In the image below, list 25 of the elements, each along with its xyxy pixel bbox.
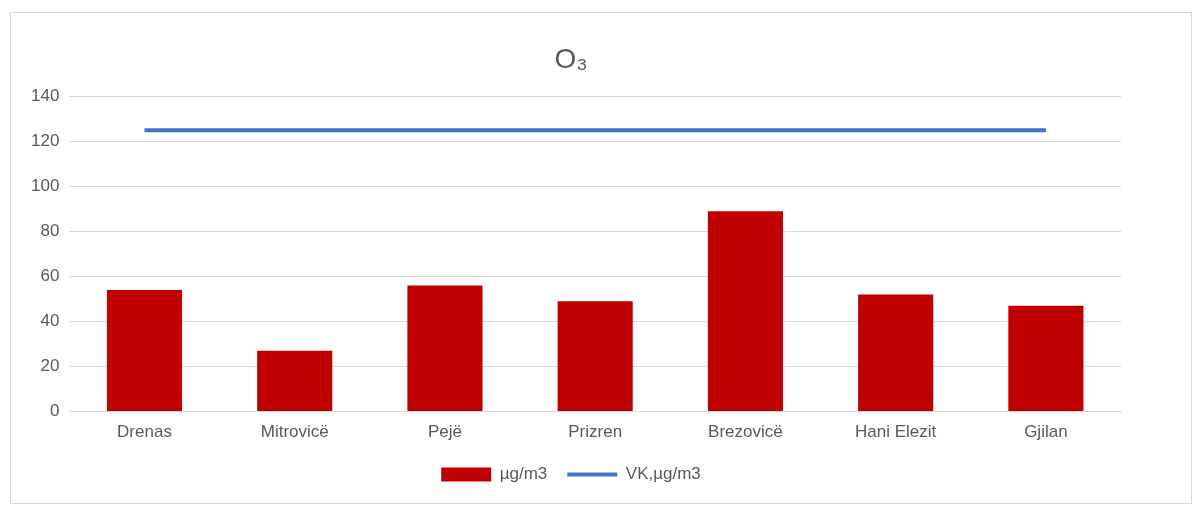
bar	[106, 290, 183, 412]
bar	[1008, 305, 1084, 412]
chart-title: O₃	[554, 42, 588, 74]
bar	[707, 211, 783, 412]
y-tick-label: 80	[40, 221, 60, 241]
x-tick-label: Brezovicë	[708, 422, 783, 442]
y-tick-label: 0	[49, 401, 60, 421]
y-tick-label: 40	[40, 311, 60, 331]
y-tick-label: 140	[30, 86, 60, 106]
x-tick-label: Drenas	[117, 422, 172, 442]
y-tick-label: 120	[30, 131, 60, 151]
y-tick-label: 20	[40, 356, 60, 376]
x-tick-label: Gjilan	[1024, 422, 1068, 442]
x-tick-label: Prizren	[568, 422, 623, 442]
bar	[557, 301, 633, 412]
bar	[257, 350, 333, 412]
y-tick-label: 100	[30, 176, 60, 196]
bar	[858, 294, 934, 412]
bar	[407, 285, 483, 412]
x-tick-label: Pejë	[427, 422, 462, 442]
x-tick-label: Mitrovicë	[260, 422, 329, 442]
y-tick-label: 60	[40, 266, 60, 286]
legend-label: µg/m3	[499, 464, 548, 484]
x-tick-label: Hani Elezit	[855, 422, 937, 442]
legend-label: VK,µg/m3	[625, 464, 701, 484]
